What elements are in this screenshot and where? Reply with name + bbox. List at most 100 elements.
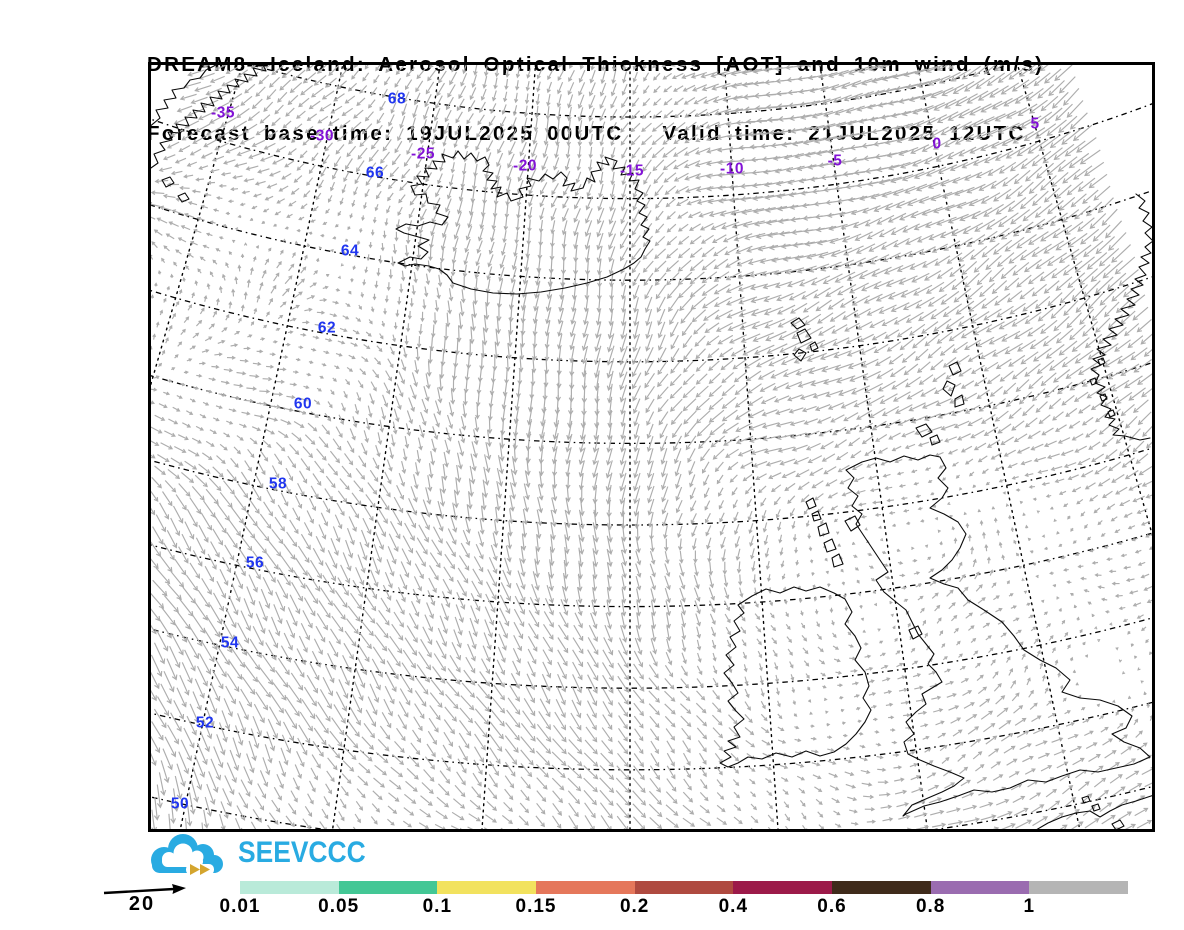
wind-arrow xyxy=(712,448,725,460)
wind-arrow xyxy=(207,553,217,570)
wind-arrow xyxy=(428,717,439,733)
wind-arrow xyxy=(482,479,488,499)
wind-arrow xyxy=(429,336,435,351)
wind-arrow xyxy=(460,175,466,189)
wind-arrow xyxy=(404,79,413,91)
wind-arrow xyxy=(802,647,809,655)
wind-arrow xyxy=(740,196,763,202)
wind-arrow xyxy=(279,79,291,91)
wind-arrow xyxy=(277,504,287,519)
wind-arrow xyxy=(1143,691,1147,696)
wind-arrow xyxy=(661,473,668,491)
wind-arrow xyxy=(305,65,315,72)
wind-arrow xyxy=(276,579,288,600)
wind-arrow xyxy=(708,587,715,601)
wind-arrow xyxy=(952,461,959,467)
wind-arrow xyxy=(1140,520,1151,526)
wind-arrow xyxy=(398,371,406,385)
wind-arrow xyxy=(491,90,497,102)
wind-arrow xyxy=(237,264,242,272)
wind-arrow xyxy=(591,600,598,617)
wind-arrow xyxy=(163,297,167,303)
wind-arrow xyxy=(775,408,791,415)
wind-arrow xyxy=(760,700,766,710)
wind-arrow xyxy=(644,197,652,210)
wind-arrow xyxy=(684,173,701,181)
wind-arrow xyxy=(241,411,251,416)
wind-arrow xyxy=(643,184,652,198)
wind-arrow xyxy=(1045,788,1058,798)
wind-arrow xyxy=(1005,503,1010,507)
wind-arrow xyxy=(354,813,361,824)
wind-arrow xyxy=(1035,574,1039,579)
wind-arrow xyxy=(790,674,795,682)
wind-arrow xyxy=(674,448,682,465)
wind-arrow xyxy=(198,463,211,474)
wind-arrow xyxy=(730,752,740,762)
wind-arrow xyxy=(515,582,526,603)
wind-arrow xyxy=(228,133,244,142)
wind-arrow xyxy=(365,175,374,186)
wind-arrow xyxy=(1143,585,1152,591)
wind-arrow xyxy=(642,159,652,172)
wind-arrow xyxy=(830,247,853,258)
wind-arrow xyxy=(1086,388,1103,399)
wind-arrow xyxy=(565,446,572,465)
wind-arrow xyxy=(372,556,381,576)
wind-arrow xyxy=(329,450,341,464)
wind-arrow xyxy=(296,110,306,119)
wind-arrow xyxy=(194,474,208,488)
wind-arrow xyxy=(946,589,954,597)
wind-arrow xyxy=(209,271,214,278)
wind-arrow xyxy=(815,225,837,233)
wind-arrow xyxy=(1029,792,1042,801)
wind-arrow xyxy=(316,387,322,392)
wind-arrow xyxy=(408,613,419,630)
wind-arrow xyxy=(1028,485,1035,489)
wind-arrow xyxy=(632,209,640,224)
wind-arrow xyxy=(1000,264,1017,280)
wind-arrow xyxy=(168,418,179,425)
wind-arrow xyxy=(1115,432,1128,445)
wind-arrow xyxy=(832,94,852,104)
wind-arrow xyxy=(363,722,375,739)
wind-arrow xyxy=(487,254,494,268)
wind-arrow xyxy=(289,317,297,322)
wind-arrow xyxy=(953,627,959,634)
wind-arrow xyxy=(206,616,221,638)
wind-arrow xyxy=(1118,606,1126,611)
wind-arrow xyxy=(316,310,326,315)
wind-arrow xyxy=(970,738,981,748)
latitude-label: 62 xyxy=(318,320,336,337)
wind-arrow xyxy=(310,767,318,781)
wind-arrow xyxy=(286,395,296,400)
wind-arrow xyxy=(221,327,228,333)
wind-arrow xyxy=(266,364,275,369)
wind-arrow xyxy=(960,380,975,389)
wind-arrow xyxy=(797,481,810,490)
wind-arrow xyxy=(198,165,209,170)
wind-arrow xyxy=(1010,680,1016,689)
wind-arrow xyxy=(426,360,432,377)
wind-arrow xyxy=(990,452,1002,460)
wind-arrow xyxy=(979,282,995,298)
wind-arrow xyxy=(666,211,676,220)
wind-arrow xyxy=(356,656,368,676)
wind-arrow xyxy=(645,321,653,340)
wind-arrow xyxy=(631,235,641,249)
wind-arrow xyxy=(767,802,773,810)
wind-arrow xyxy=(507,329,513,348)
wind-arrow xyxy=(480,340,486,359)
wind-arrow xyxy=(331,615,344,633)
wind-arrow xyxy=(1118,659,1123,663)
wind-arrow xyxy=(151,426,163,434)
latitude-label: 66 xyxy=(366,165,384,182)
wind-arrow xyxy=(1087,292,1104,310)
wind-arrow xyxy=(372,457,380,470)
wind-arrow xyxy=(860,769,871,775)
wind-arrow xyxy=(534,105,540,119)
wind-arrow xyxy=(267,417,279,422)
wind-arrow xyxy=(427,475,433,492)
wind-arrow xyxy=(426,602,434,620)
wind-arrow xyxy=(708,574,715,589)
